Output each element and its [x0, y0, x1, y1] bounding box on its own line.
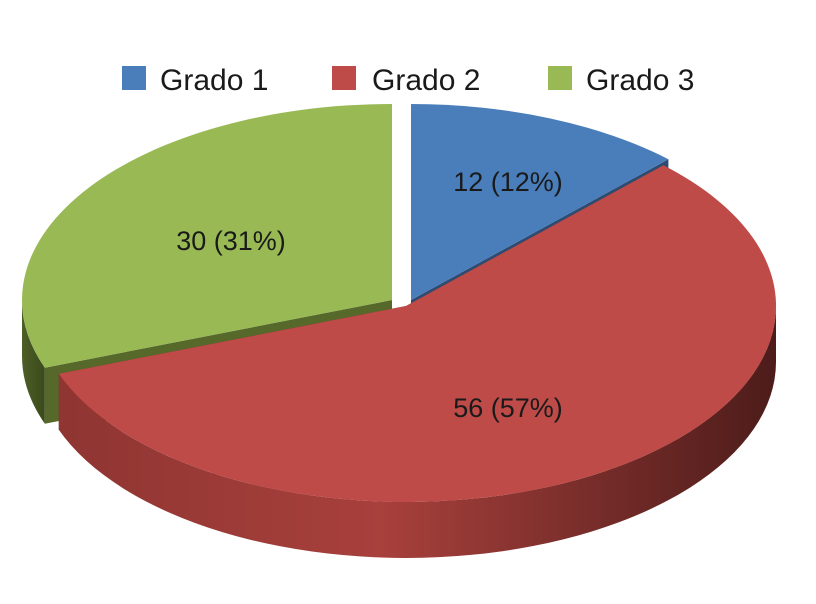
pie-wall-grado-2: [58, 306, 777, 558]
pie-slice-grado-3: [22, 104, 393, 368]
legend-swatch-grado-3: [548, 66, 572, 90]
legend-label-grado-1: Grado 1: [160, 64, 268, 97]
legend: Grado 1 Grado 2 Grado 3: [122, 64, 694, 97]
legend-swatch-grado-1: [122, 66, 146, 90]
data-label-grado-3: 30 (31%): [176, 226, 286, 256]
data-label-grado-1: 12 (12%): [453, 167, 563, 197]
pie-slice-grado-2: [58, 165, 777, 503]
pie-slices: [22, 104, 777, 558]
legend-label-grado-3: Grado 3: [586, 64, 694, 97]
legend-label-grado-2: Grado 2: [372, 64, 480, 97]
pie-slice-grado-1: [411, 104, 669, 300]
legend-swatch-grado-2: [332, 66, 356, 90]
pie-wall-grado-3: [22, 300, 45, 424]
data-label-grado-2: 56 (57%): [453, 393, 563, 423]
data-labels: 12 (12%) 56 (57%) 30 (31%): [176, 167, 563, 423]
